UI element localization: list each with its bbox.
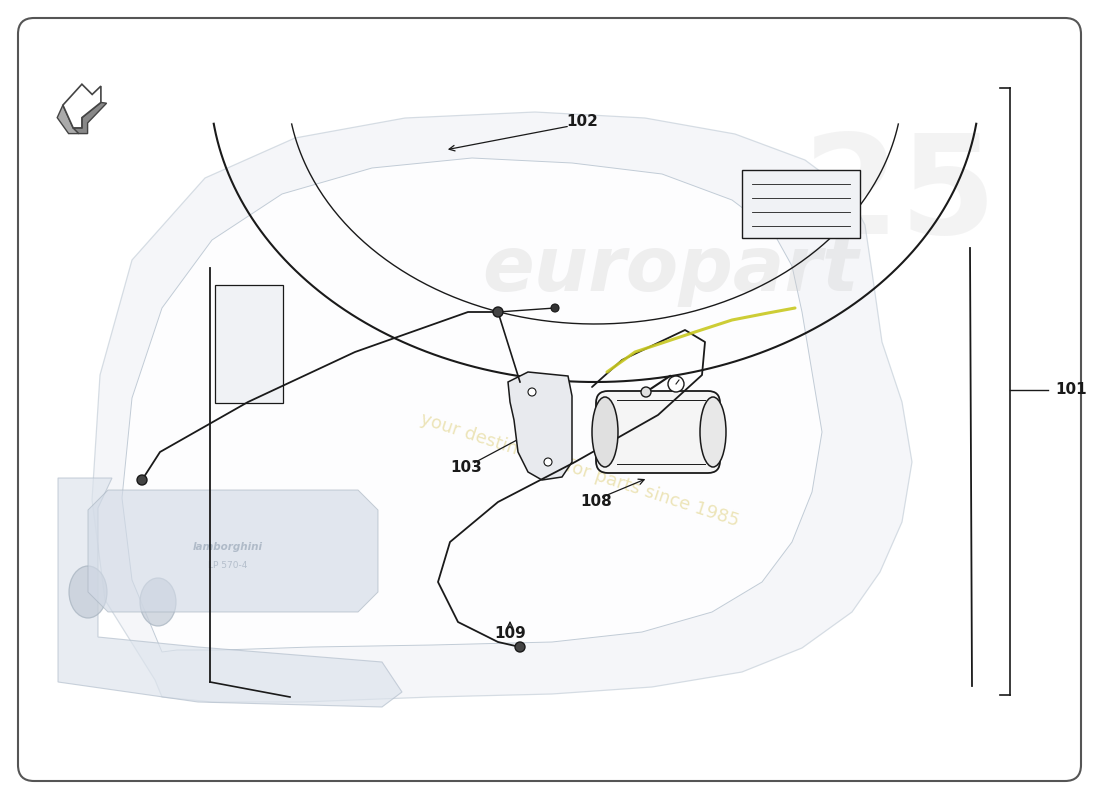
- Polygon shape: [63, 84, 101, 128]
- Text: lamborghini: lamborghini: [192, 542, 263, 552]
- FancyBboxPatch shape: [596, 391, 720, 473]
- Polygon shape: [508, 372, 572, 480]
- Text: 103: 103: [450, 461, 482, 475]
- Circle shape: [493, 307, 503, 317]
- Text: 109: 109: [494, 626, 526, 642]
- Circle shape: [551, 304, 559, 312]
- Polygon shape: [74, 102, 107, 134]
- Text: 101: 101: [1055, 382, 1087, 398]
- Circle shape: [515, 642, 525, 652]
- Circle shape: [544, 458, 552, 466]
- Text: LP 570-4: LP 570-4: [208, 561, 248, 570]
- Text: your destination for parts since 1985: your destination for parts since 1985: [418, 410, 741, 530]
- Polygon shape: [58, 478, 402, 707]
- Polygon shape: [122, 158, 822, 652]
- FancyBboxPatch shape: [214, 285, 283, 403]
- FancyBboxPatch shape: [742, 170, 860, 238]
- Text: 108: 108: [580, 494, 612, 510]
- Text: 25: 25: [803, 127, 997, 262]
- Circle shape: [668, 376, 684, 392]
- Polygon shape: [92, 112, 912, 702]
- Ellipse shape: [69, 566, 107, 618]
- Circle shape: [138, 475, 147, 485]
- Ellipse shape: [140, 578, 176, 626]
- Polygon shape: [88, 490, 378, 612]
- FancyBboxPatch shape: [18, 18, 1081, 781]
- Ellipse shape: [700, 397, 726, 467]
- Text: europart: europart: [482, 233, 858, 307]
- Text: 102: 102: [566, 114, 598, 130]
- Circle shape: [528, 388, 536, 396]
- Ellipse shape: [592, 397, 618, 467]
- Polygon shape: [57, 105, 79, 134]
- Circle shape: [641, 387, 651, 397]
